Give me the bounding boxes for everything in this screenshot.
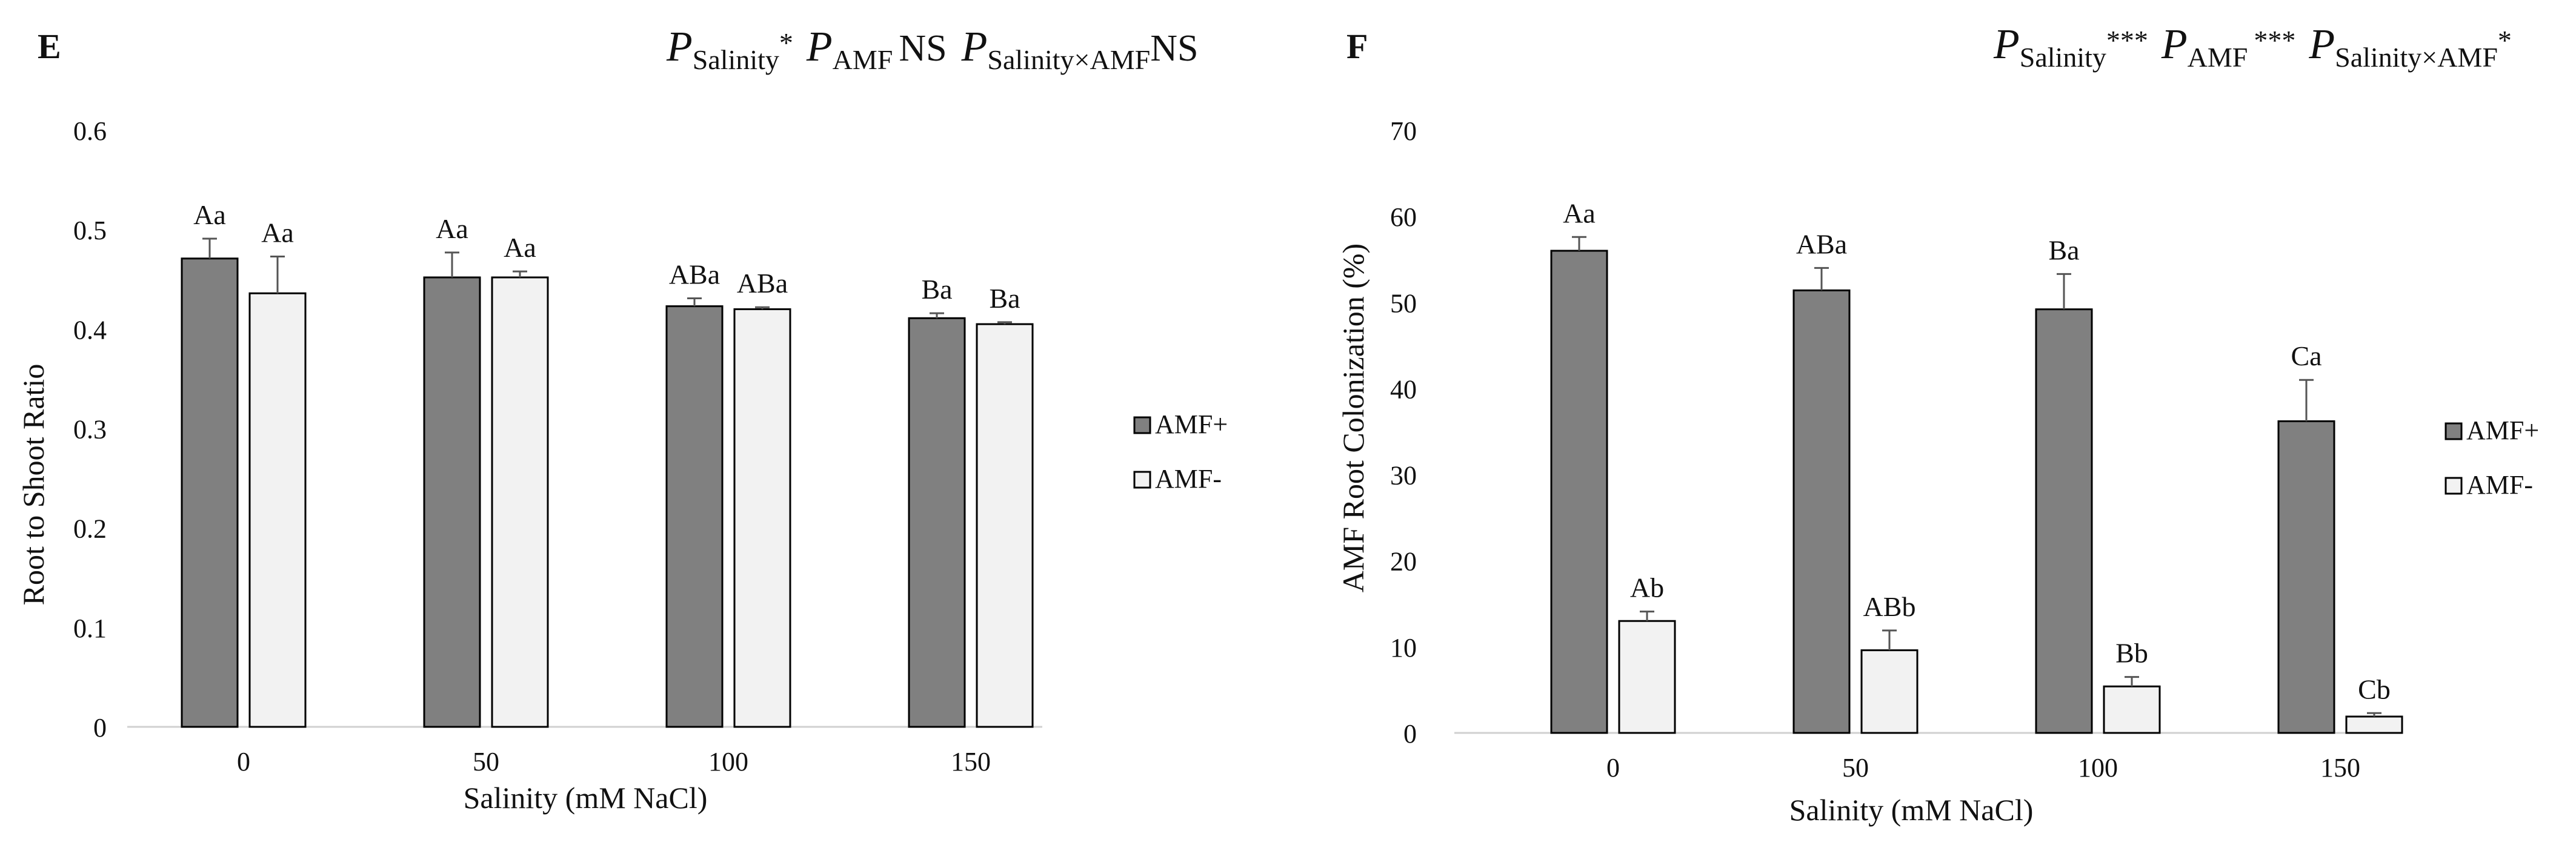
x-ticks: 0 50 100 150 [1606,753,2360,783]
x-tick-label: 100 [2078,753,2118,783]
y-tick-label: 0.4 [73,315,107,345]
y-axis-label: AMF Root Colonization (%) [1336,243,1370,592]
bar [2277,420,2335,734]
legend-swatch [2445,422,2463,440]
data-label: Ba [921,274,952,305]
data-label: Aa [504,232,536,263]
legend-swatch [1133,416,1151,434]
bar [908,317,966,728]
x-axis-label: Salinity (mM NaCl) [464,781,708,815]
y-ticks: 0 0.1 0.2 0.3 0.4 0.5 0.6 [73,116,107,743]
bar [2345,715,2403,734]
bar [1860,649,1919,734]
y-tick-label: 70 [1390,116,1417,146]
y-axis-label: Root to Shoot Ratio [16,364,50,606]
x-tick-label: 0 [237,747,250,777]
data-label: Aa [436,213,468,244]
bar [491,276,549,728]
data-label: ABb [1863,591,1916,622]
y-tick-label: 0 [93,713,107,743]
legend-label: AMF+ [1155,409,1228,439]
data-label: Aa [193,199,226,230]
data-label: Aa [1563,197,1596,228]
bar [733,308,791,728]
bars: Aa Aa Aa Aa ABa ABa Ba Ba [181,199,1034,728]
x-tick-label: 150 [951,747,991,777]
panel-label: F [1346,27,1368,66]
x-tick-label: 0 [1606,753,1620,783]
chart-panel-e: E PSalinity* PAMF NS PSalinity×AMFNS 0 0.1 0.… [16,24,1228,815]
bar [181,257,239,728]
x-tick-label: 100 [708,747,748,777]
data-label: Aa [261,217,294,248]
y-ticks: 0 10 20 30 40 50 60 70 [1390,116,1417,749]
legend: AMF+ AMF- [2445,416,2539,500]
x-ticks: 0 50 100 150 [237,747,991,777]
x-axis-label: Salinity (mM NaCl) [1789,793,2034,827]
y-tick-label: 30 [1390,461,1417,491]
bar [1618,620,1676,734]
legend-swatch [1133,471,1151,489]
data-label: Bb [2115,638,2148,669]
y-tick-label: 0.5 [73,216,107,245]
legend-label: AMF- [1155,464,1222,494]
x-tick-label: 50 [1842,753,1869,783]
bar [2103,685,2161,734]
stats-line: PSalinity* PAMF NS PSalinity×AMFNS [666,24,1198,75]
bars: Aa Ab ABa ABb Ba Bb Ca Cb [1550,197,2403,734]
data-label: Ca [2291,340,2321,371]
x-tick-label: 50 [473,747,499,777]
legend-label: AMF- [2466,470,2533,500]
data-label: ABa [737,268,788,299]
bar [1792,289,1851,734]
panel-label: E [38,27,61,66]
y-tick-label: 60 [1390,202,1417,232]
y-tick-label: 0.2 [73,514,107,544]
stats-line: PSalinity*** PAMF*** PSalinity×AMF* [1993,21,2512,73]
y-tick-label: 0 [1403,719,1417,749]
data-label: Ba [2048,234,2079,265]
data-label: Cb [2358,674,2391,704]
legend: AMF+ AMF- [1133,409,1228,494]
bar [1550,250,1608,734]
y-tick-label: 50 [1390,288,1417,318]
y-tick-label: 0.3 [73,415,107,445]
bar [665,305,724,728]
bar [2035,308,2093,734]
legend-swatch [2445,477,2463,495]
data-label: ABa [669,259,720,290]
y-tick-label: 40 [1390,374,1417,404]
bar [976,323,1034,728]
y-tick-label: 10 [1390,633,1417,663]
data-label: ABa [1796,228,1847,259]
y-tick-label: 20 [1390,547,1417,577]
bar [248,292,307,728]
legend-label: AMF+ [2466,416,2539,445]
y-tick-label: 0.6 [73,116,107,146]
data-label: Ab [1630,572,1664,603]
y-tick-label: 0.1 [73,614,107,643]
x-tick-label: 150 [2320,753,2360,783]
bar [423,276,481,728]
chart-panel-f: F PSalinity*** PAMF*** PSalinity×AMF* 0 10 2… [1336,21,2539,827]
data-label: Ba [989,283,1020,314]
